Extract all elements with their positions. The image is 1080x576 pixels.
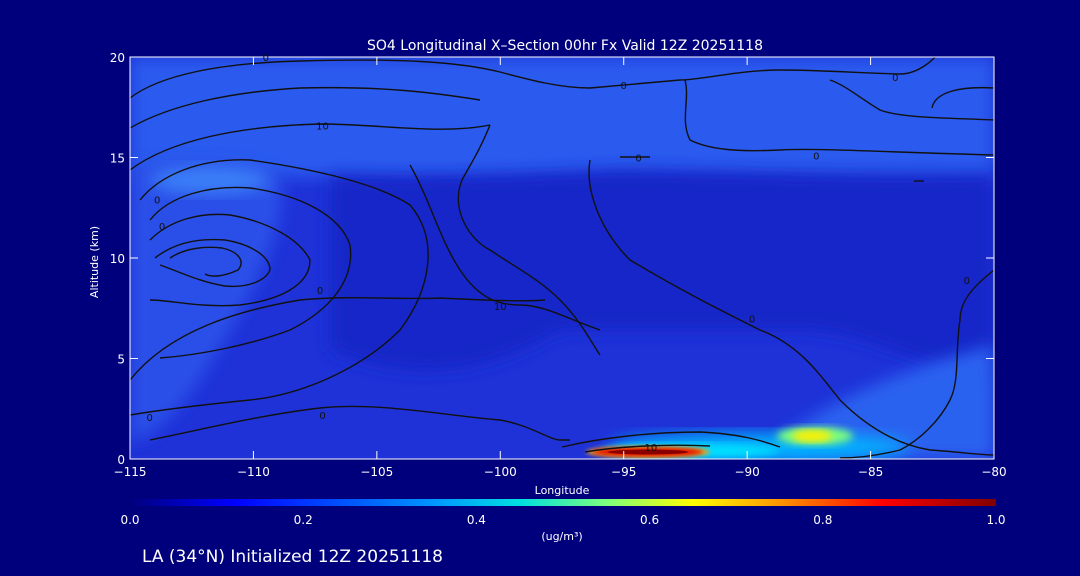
x-tick-label: −95 — [611, 465, 636, 479]
contour-label: 10 — [645, 443, 658, 454]
contour-label: 0 — [263, 53, 269, 64]
y-tick-label: 5 — [117, 353, 125, 367]
contour-lines — [130, 57, 994, 459]
y-axis-ticks: 0 5 10 15 20 — [110, 51, 994, 467]
colorbar-unit: (ug/m³) — [541, 530, 582, 543]
contour-line — [130, 297, 546, 381]
y-axis-label: Altitude (km) — [88, 226, 101, 298]
contour-label: 10 — [316, 121, 329, 132]
field-upper-band — [130, 57, 994, 177]
contour-label: 0 — [813, 151, 819, 162]
contour-label: 0 — [317, 286, 323, 297]
contour-line — [130, 86, 481, 129]
contour-line — [149, 213, 311, 307]
field-mid-dark — [330, 170, 994, 380]
contour-line — [588, 159, 994, 456]
contour-line — [149, 186, 352, 359]
contour-line — [931, 86, 994, 109]
x-tick-label: −85 — [858, 465, 883, 479]
x-tick-label: −110 — [237, 465, 270, 479]
colorbar-tick-label: 0.8 — [813, 513, 832, 527]
contour-label: 0 — [892, 73, 898, 84]
x-axis-ticks: −115 −110 −105 −100 −95 −90 −85 −80 — [114, 57, 1007, 479]
contour-line — [584, 444, 711, 453]
footer-caption: LA (34°N) Initialized 12Z 20251118 — [142, 547, 443, 567]
x-axis-label: Longitude — [535, 484, 590, 497]
contour-label: 0 — [159, 222, 165, 233]
x-tick-label: −105 — [360, 465, 393, 479]
contour-label: 0 — [319, 411, 325, 422]
field-surface-darkred — [608, 449, 688, 455]
contour-label: 0 — [635, 154, 641, 165]
plot-area — [130, 57, 994, 459]
colorbar-tick-label: 0.0 — [120, 513, 139, 527]
contour-line — [130, 123, 491, 171]
contour-label: 0 — [621, 81, 627, 92]
x-tick-label: −115 — [114, 465, 147, 479]
field-west-plume — [130, 163, 282, 440]
contour-line — [149, 405, 570, 441]
y-tick-label: 0 — [117, 453, 125, 467]
contour-line — [169, 246, 242, 277]
x-tick-label: −90 — [734, 465, 759, 479]
contour-line — [829, 79, 994, 121]
contour-label: 10 — [494, 302, 507, 313]
colorbar-tick-label: 0.4 — [467, 513, 486, 527]
colorbar-ticks: 0.0 0.2 0.4 0.6 0.8 1.0 — [120, 513, 1005, 527]
contour-labels: 0 0 0 10 0 0 0 0 0 10 0 0 0 0 10 — [147, 53, 970, 454]
y-tick-label: 15 — [110, 152, 125, 166]
contour-line — [130, 57, 936, 99]
y-tick-label: 20 — [110, 51, 125, 65]
x-tick-label: −80 — [981, 465, 1006, 479]
colorbar-tick-label: 1.0 — [986, 513, 1005, 527]
colorbar-tick-label: 0.2 — [294, 513, 313, 527]
colorbar-tick-label: 0.6 — [640, 513, 659, 527]
contour-line — [839, 269, 994, 459]
contour-label: 0 — [154, 196, 160, 207]
contour-line — [130, 159, 429, 416]
contour-line — [457, 124, 601, 356]
y-tick-label: 10 — [110, 252, 125, 266]
contour-line — [409, 164, 601, 331]
contour-line — [154, 238, 271, 288]
contour-label: 0 — [964, 276, 970, 287]
contour-label: 0 — [749, 314, 755, 325]
field-surface-yellow — [792, 430, 832, 442]
colorbar — [130, 499, 996, 506]
contour-line — [561, 431, 781, 448]
contour-label: 0 — [147, 413, 153, 424]
contour-line — [684, 79, 994, 156]
chart-title: SO4 Longitudinal X–Section 00hr Fx Valid… — [367, 38, 763, 54]
x-tick-label: −100 — [484, 465, 517, 479]
